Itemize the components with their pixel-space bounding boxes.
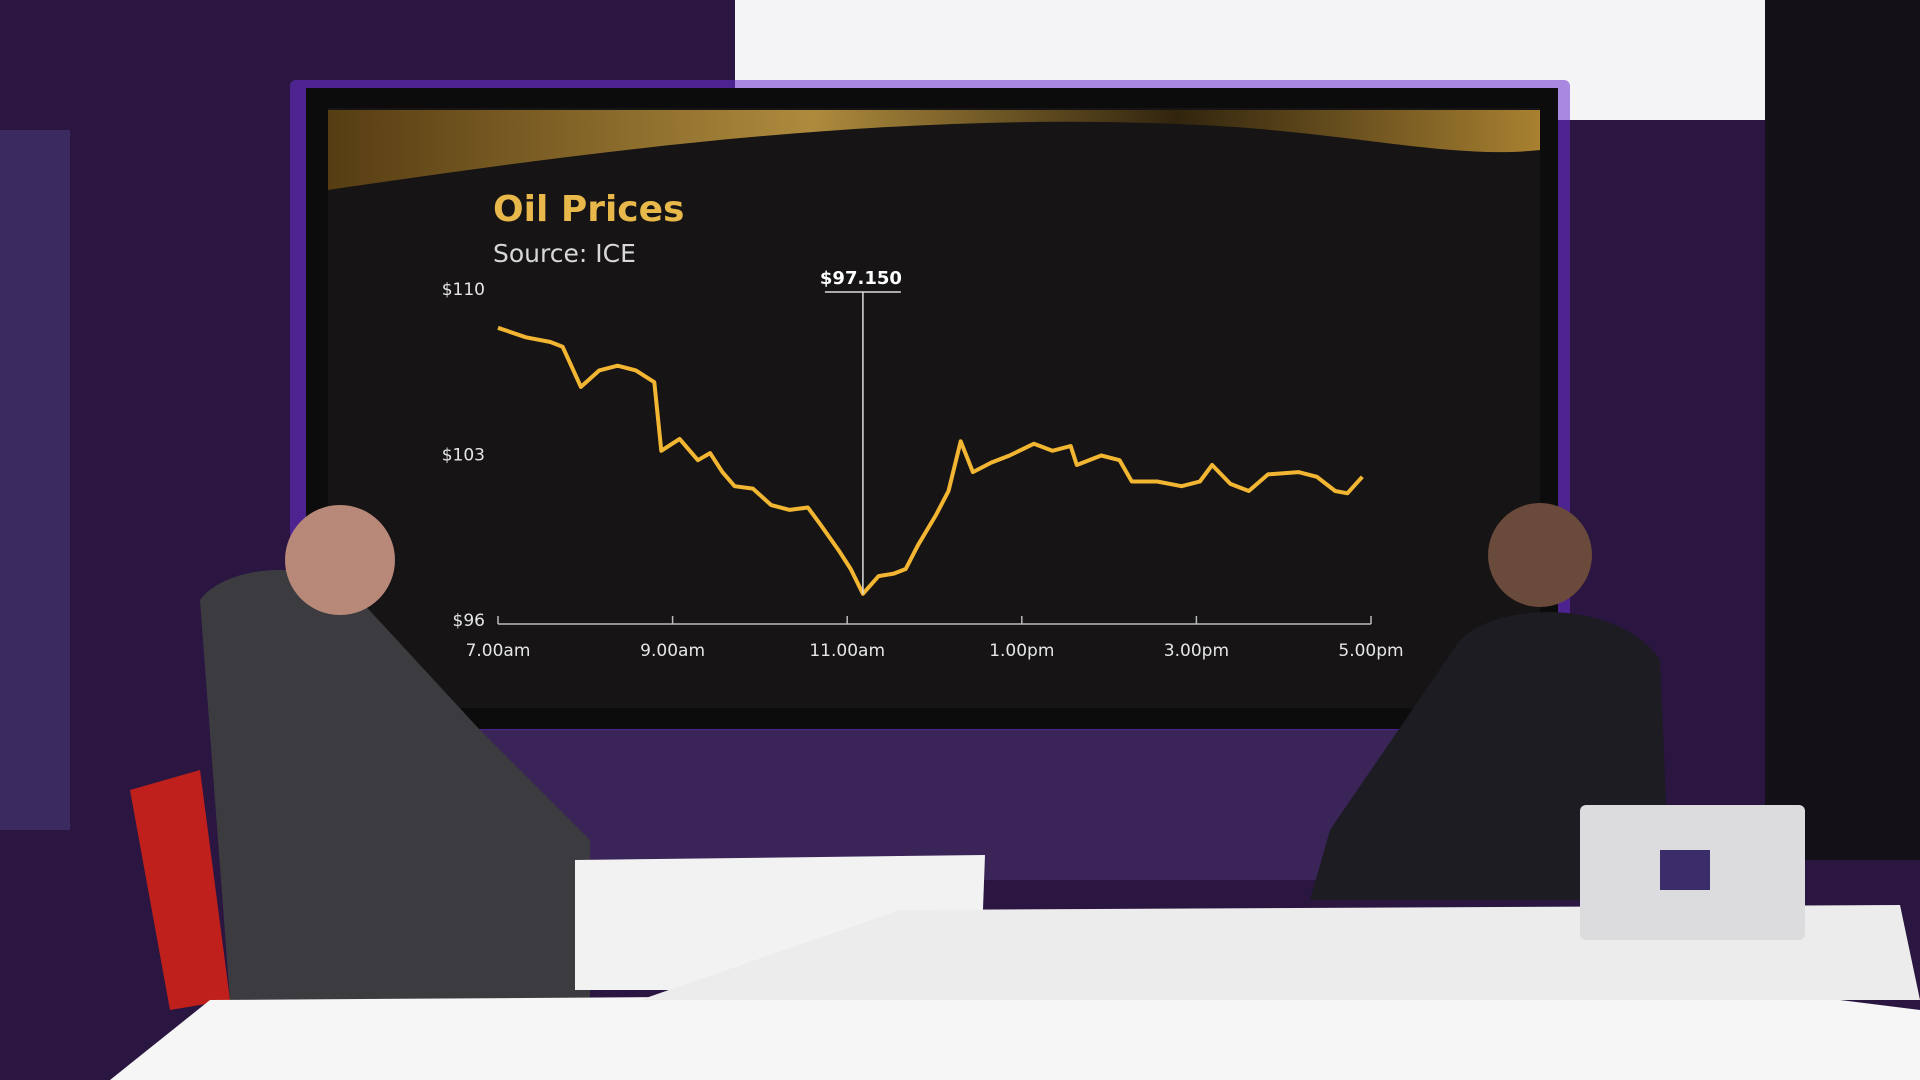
x-tick-label: 7.00am: [466, 641, 531, 661]
y-tick-label: $96: [453, 611, 485, 631]
side-wall: [1765, 0, 1920, 860]
plot: $96 $103 $110 7.00am 9.00am 11.00am 1.00pm 3.00…: [442, 268, 1404, 661]
y-tick-label: $103: [442, 446, 485, 466]
left-wall: [0, 130, 70, 830]
laptop-logo: [1660, 850, 1710, 890]
chart-title: Oil Prices: [493, 189, 684, 230]
presenter-right-head: [1488, 503, 1592, 607]
x-tick-label: 11.00am: [809, 641, 885, 661]
price-line: [497, 325, 1364, 596]
x-tick-label: 9.00am: [640, 641, 705, 661]
x-tick-label: 5.00pm: [1338, 641, 1403, 661]
desk-front: [110, 990, 1920, 1080]
screen-panel: [328, 108, 1540, 708]
presenter-left: [200, 570, 590, 1000]
chair-left: [130, 770, 230, 1010]
x-tick-label: 1.00pm: [989, 641, 1054, 661]
annotation-label: $97.150: [820, 268, 902, 289]
x-tick-label: 3.00pm: [1164, 641, 1229, 661]
y-tick-label: $110: [442, 280, 485, 300]
chart-subtitle: Source: ICE: [493, 239, 636, 268]
presenter-left-head: [285, 505, 395, 615]
gold-wave: [328, 110, 1540, 190]
